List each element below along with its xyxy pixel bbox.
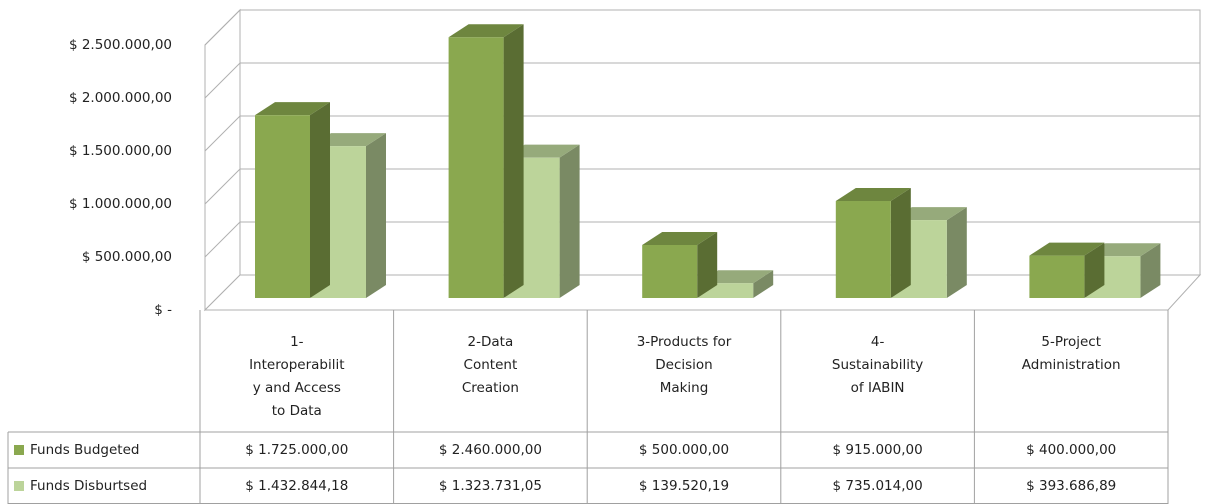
- bar-front: [642, 245, 698, 298]
- x-tick-label: Making: [660, 380, 709, 396]
- bar-top: [448, 24, 524, 38]
- bar-top: [835, 188, 911, 202]
- bar: [642, 232, 718, 298]
- y-tick-label: $ -: [154, 302, 172, 318]
- bar-front: [835, 201, 891, 298]
- x-tick-label: Interoperabilit: [249, 357, 344, 373]
- x-tick-label: Sustainability: [832, 357, 923, 373]
- grid-line: [204, 168, 1200, 205]
- value-label: $ 1.725.000,00: [245, 442, 348, 458]
- x-tick-label: y and Access: [253, 380, 341, 396]
- grid-line: [204, 9, 1200, 46]
- bar-side: [753, 270, 774, 298]
- y-tick-label: $ 1.500.000,00: [69, 143, 172, 159]
- bar-front: [1029, 255, 1085, 298]
- x-tick-label: 1-: [290, 334, 304, 350]
- value-label: $ 1.323.731,05: [439, 478, 542, 494]
- bar-side: [697, 232, 718, 298]
- bar-side: [890, 188, 911, 298]
- bar-front: [255, 115, 310, 299]
- x-tick-label: 2-Data: [468, 334, 514, 350]
- bar-side: [946, 207, 967, 298]
- legend-key: [14, 445, 24, 455]
- bar-side: [559, 144, 580, 298]
- bar-top: [1029, 242, 1105, 256]
- y-tick-label: $ 2.500.000,00: [69, 37, 172, 53]
- value-label: $ 393.686,89: [1026, 478, 1116, 494]
- bar-side: [310, 102, 330, 299]
- bar-side: [503, 24, 524, 299]
- value-label: $ 1.432.844,18: [245, 478, 348, 494]
- legend-key: [14, 481, 24, 491]
- y-tick-label: $ 1.000.000,00: [69, 196, 172, 212]
- x-tick-label: Decision: [655, 357, 712, 373]
- legend-label: Funds Disburtsed: [30, 478, 147, 494]
- bar-front: [448, 37, 504, 299]
- value-label: $ 400.000,00: [1026, 442, 1116, 458]
- grid-line: [204, 62, 1200, 99]
- x-tick-label: of IABIN: [851, 380, 905, 396]
- x-tick-label: 5-Project: [1041, 334, 1101, 350]
- grid-line: [204, 115, 1200, 152]
- x-tick-label: 3-Products for: [637, 334, 732, 350]
- value-label: $ 139.520,19: [639, 478, 729, 494]
- bar: [835, 188, 911, 298]
- bar-top: [642, 232, 718, 245]
- legend-label: Funds Budgeted: [30, 442, 139, 458]
- bar: [1029, 242, 1105, 298]
- value-label: $ 500.000,00: [639, 442, 729, 458]
- bar-top: [255, 102, 330, 116]
- left-wall: [204, 8, 241, 312]
- value-label: $ 915.000,00: [833, 442, 923, 458]
- bar-side: [1140, 243, 1161, 298]
- value-label: $ 735.014,00: [833, 478, 923, 494]
- x-tick-label: Administration: [1022, 357, 1121, 373]
- y-tick-label: $ 2.000.000,00: [69, 90, 172, 106]
- x-tick-label: 4-: [871, 334, 885, 350]
- x-tick-label: Creation: [462, 380, 519, 396]
- bar-side: [1084, 242, 1105, 298]
- y-tick-label: $ 500.000,00: [82, 249, 172, 265]
- bar: [448, 24, 524, 299]
- x-tick-label: to Data: [272, 403, 322, 419]
- x-tick-label: Content: [464, 357, 518, 373]
- bar: [255, 102, 330, 299]
- value-label: $ 2.460.000,00: [439, 442, 542, 458]
- bar-side: [366, 133, 386, 298]
